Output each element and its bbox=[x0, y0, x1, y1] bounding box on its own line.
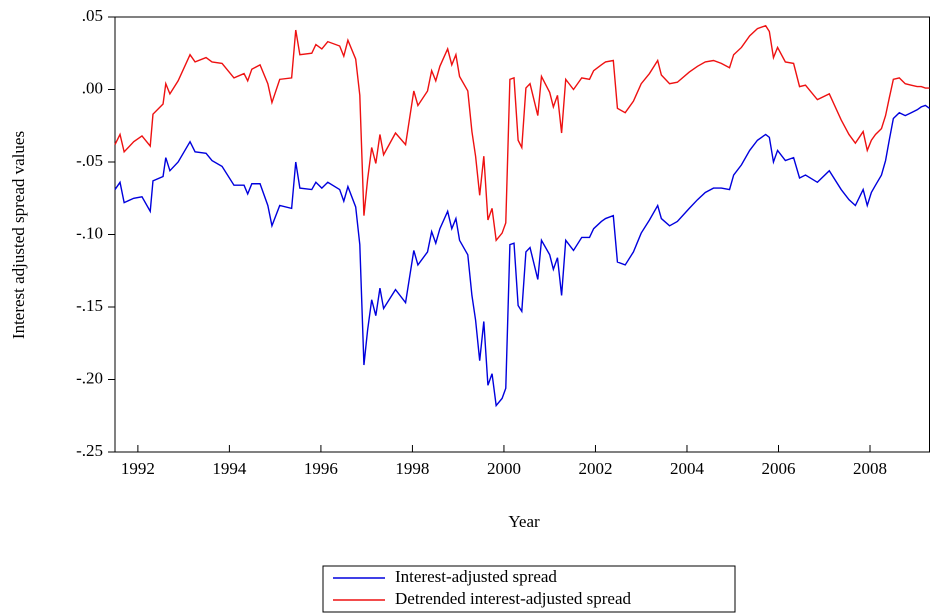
x-tick-label: 1994 bbox=[212, 459, 247, 478]
legend-label: Detrended interest-adjusted spread bbox=[395, 589, 632, 608]
y-tick-label: -.25 bbox=[76, 441, 103, 460]
series-line bbox=[114, 24, 930, 242]
x-axis-label: Year bbox=[508, 512, 540, 531]
y-tick-label: -.15 bbox=[76, 296, 103, 315]
x-tick-label: 2008 bbox=[853, 459, 887, 478]
y-tick-label: -.05 bbox=[76, 151, 103, 170]
plot-frame bbox=[114, 16, 930, 453]
x-tick-label: 2006 bbox=[761, 459, 795, 478]
x-tick-label: 1992 bbox=[121, 459, 155, 478]
y-axis-label: Interest adjusted spread values bbox=[9, 131, 28, 339]
legend-box bbox=[322, 565, 736, 613]
y-tick-label: -.20 bbox=[76, 368, 103, 387]
x-tick-label: 2002 bbox=[578, 459, 612, 478]
series-line bbox=[114, 104, 930, 408]
x-tick-label: 2004 bbox=[670, 459, 705, 478]
y-tick-label: .00 bbox=[82, 78, 103, 97]
y-tick-label: .05 bbox=[82, 6, 103, 25]
y-tick-label: -.10 bbox=[76, 223, 103, 242]
x-tick-label: 1996 bbox=[304, 459, 338, 478]
legend-label: Interest-adjusted spread bbox=[395, 567, 557, 586]
x-tick-label: 2000 bbox=[487, 459, 521, 478]
x-tick-label: 1998 bbox=[395, 459, 429, 478]
